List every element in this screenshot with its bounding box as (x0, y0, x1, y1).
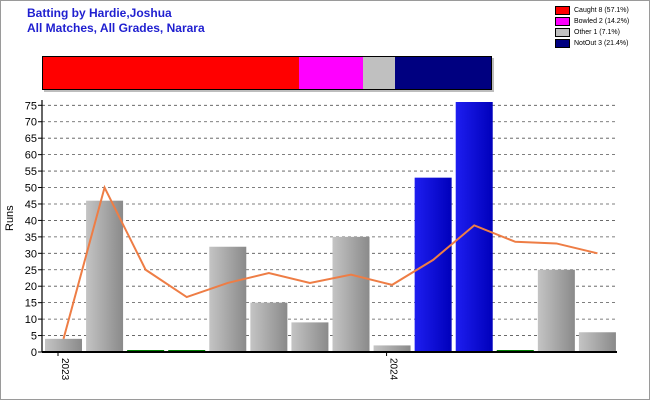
legend-item-other: Other 1 (7.1%) (555, 27, 629, 38)
dismissal-segment-notout (395, 57, 491, 89)
bar-out (373, 345, 411, 352)
y-tick-label: 50 (25, 183, 37, 195)
dismissal-segment-bowled (299, 57, 363, 89)
y-tick-label: 30 (25, 248, 37, 260)
bars (45, 102, 616, 352)
bar-out (45, 338, 82, 352)
legend: Caught 8 (57.1%) Bowled 2 (14.2%) Other … (555, 5, 629, 49)
y-tick-label: 60 (25, 150, 37, 162)
bar-out (332, 236, 370, 352)
bar-not-out (414, 177, 452, 352)
chart-title: Batting by Hardie,Joshua (27, 6, 172, 20)
y-tick-label: 10 (25, 314, 37, 326)
bar-out (250, 302, 288, 352)
average-line-group (62, 184, 598, 340)
chart-subtitle: All Matches, All Grades, Narara (27, 21, 205, 35)
y-tick-label: 55 (25, 166, 37, 178)
gridlines (42, 104, 617, 336)
bar-not-out (455, 102, 493, 352)
y-tick-label: 25 (25, 265, 37, 277)
legend-item-notout: NotOut 3 (21.4%) (555, 38, 629, 49)
y-tick-label: 35 (25, 232, 37, 244)
axes: 0 5 10 15 20 25 30 35 40 45 50 55 60 65 70 75 2023 2024 (25, 100, 617, 381)
legend-swatch-other (555, 28, 570, 37)
dismissal-segment-other (363, 57, 395, 89)
y-tick-label: 70 (25, 117, 37, 129)
legend-label-bowled: Bowled 2 (14.2%) (574, 18, 630, 25)
y-tick-label: 65 (25, 133, 37, 145)
legend-swatch-bowled (555, 17, 570, 26)
bar-out (86, 200, 124, 352)
y-tick-label: 15 (25, 298, 37, 310)
legend-label-notout: NotOut 3 (21.4%) (574, 40, 629, 47)
dismissal-segment-caught (43, 57, 299, 89)
bar-out (209, 246, 247, 352)
bar-out (578, 332, 616, 352)
y-tick-label: 0 (31, 347, 37, 359)
y-tick-label: 40 (25, 215, 37, 227)
x-tick-label: 2024 (388, 358, 399, 381)
y-tick-label: 20 (25, 281, 37, 293)
y-tick-label: 45 (25, 199, 37, 211)
y-tick-label: 75 (25, 100, 37, 112)
x-tick-label: 2023 (59, 358, 70, 381)
dismissal-breakdown-bar (42, 56, 492, 90)
bar-out (291, 322, 329, 352)
legend-label-other: Other 1 (7.1%) (574, 29, 620, 36)
y-axis-label: Runs (4, 205, 16, 231)
average-line (62, 184, 598, 340)
legend-swatch-caught (555, 6, 570, 15)
legend-label-caught: Caught 8 (57.1%) (574, 7, 629, 14)
legend-swatch-notout (555, 39, 570, 48)
bar-out (537, 269, 575, 352)
legend-item-caught: Caught 8 (57.1%) (555, 5, 629, 16)
legend-item-bowled: Bowled 2 (14.2%) (555, 16, 629, 27)
y-tick-label: 5 (31, 331, 37, 343)
